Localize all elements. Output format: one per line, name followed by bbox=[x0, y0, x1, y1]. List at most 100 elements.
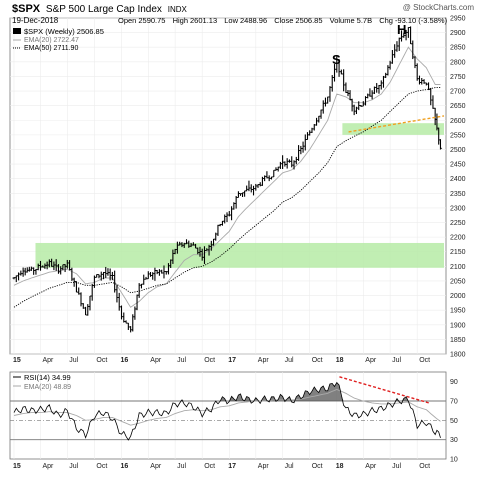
price-bar bbox=[155, 269, 159, 275]
price-bar bbox=[328, 86, 332, 102]
price-bar bbox=[429, 87, 433, 106]
x-tick-label: Apr bbox=[43, 463, 55, 470]
legend-rsi: RSI(14) 34.99 bbox=[24, 373, 71, 382]
price-bar bbox=[234, 196, 238, 209]
price-tick-label: 2150 bbox=[450, 249, 466, 256]
x-tick-label: Apr bbox=[150, 463, 162, 470]
price-tick-label: 2500 bbox=[450, 147, 466, 154]
x-tick-label: Oct bbox=[96, 357, 107, 364]
price-bar bbox=[294, 156, 298, 165]
price-bar bbox=[32, 267, 36, 275]
volume-label: Volume bbox=[330, 16, 355, 25]
low-value: 2488.96 bbox=[240, 16, 267, 25]
price-bar bbox=[113, 270, 117, 293]
price-bar bbox=[16, 272, 21, 281]
price-bar bbox=[108, 268, 112, 281]
price-bar bbox=[142, 274, 146, 285]
legend-ema20: EMA(20) 2722.47 bbox=[24, 37, 79, 44]
rsi-tick-label: 50 bbox=[450, 418, 458, 425]
price-tick-label: 2700 bbox=[450, 89, 466, 96]
price-tick-label: 1900 bbox=[450, 322, 466, 329]
price-bar bbox=[381, 75, 386, 88]
open-label: Open bbox=[118, 16, 136, 25]
price-bar bbox=[19, 270, 23, 276]
high-label: High bbox=[173, 16, 188, 25]
rsi-tick-label: 10 bbox=[450, 457, 458, 464]
price-tick-label: 2050 bbox=[450, 278, 466, 285]
price-tick-label: 2450 bbox=[450, 162, 466, 169]
price-bar bbox=[106, 268, 110, 276]
price-bar bbox=[395, 41, 399, 52]
ema-lines bbox=[13, 46, 441, 308]
price-bar bbox=[225, 212, 229, 223]
price-bar bbox=[314, 117, 319, 126]
x-tick-label: Oct bbox=[312, 357, 323, 364]
x-tick-label: Apr bbox=[150, 357, 162, 364]
watermark[interactable]: @ StockCharts.com bbox=[403, 3, 475, 12]
legend-rsi-ema: EMA(20) 48.89 bbox=[24, 384, 71, 391]
price-bar bbox=[386, 65, 390, 76]
price-bar bbox=[323, 97, 328, 107]
price-bar bbox=[379, 80, 383, 90]
close-label: Close bbox=[274, 16, 293, 25]
x-tick-label: 17 bbox=[228, 357, 236, 364]
price-bar bbox=[397, 37, 401, 52]
exchange: INDX bbox=[168, 5, 188, 14]
price-bar bbox=[86, 304, 90, 316]
price-bar bbox=[251, 185, 256, 196]
x-tick-label: Oct bbox=[204, 357, 215, 364]
x-tick-label: 17 bbox=[228, 463, 236, 470]
price-bar bbox=[274, 167, 278, 171]
price-tick-label: 2550 bbox=[450, 132, 466, 139]
rsi-tick-label: 70 bbox=[450, 399, 458, 406]
shoulder-label: S bbox=[332, 52, 341, 67]
rsi-tick-label: 30 bbox=[450, 437, 458, 444]
x-tick-label: Jul bbox=[392, 357, 401, 364]
ema20-line bbox=[13, 46, 441, 308]
price-bar bbox=[247, 180, 251, 192]
price-panel-frame bbox=[9, 17, 447, 355]
rsi-legend: RSI(14) 34.99 EMA(20) 48.89 bbox=[13, 373, 71, 391]
price-bar bbox=[319, 109, 323, 119]
ticker: $SPX bbox=[12, 3, 41, 15]
x-tick-label: Apr bbox=[258, 463, 270, 470]
price-bar bbox=[74, 281, 79, 293]
price-bar bbox=[368, 88, 372, 97]
rsi-lines bbox=[10, 376, 446, 441]
price-bar bbox=[153, 267, 157, 281]
neckline bbox=[348, 115, 445, 133]
x-tick-label: Oct bbox=[419, 357, 430, 364]
legend-ema50: EMA(50) 2711.90 bbox=[24, 45, 78, 52]
price-tick-label: 1850 bbox=[450, 337, 466, 344]
price-bar bbox=[146, 271, 150, 280]
price-bar bbox=[433, 107, 437, 126]
volume-value: 5.7B bbox=[357, 16, 372, 25]
quote-date: 19-Dec-2018 bbox=[12, 16, 59, 25]
price-tick-label: 2000 bbox=[450, 293, 466, 300]
price-bar bbox=[303, 134, 307, 151]
price-bar bbox=[352, 104, 356, 116]
price-bar bbox=[126, 322, 130, 330]
x-tick-label: Oct bbox=[312, 463, 323, 470]
price-bar bbox=[317, 115, 321, 123]
x-tick-label: Apr bbox=[258, 357, 270, 364]
x-tick-label: 15 bbox=[13, 357, 21, 364]
x-tick-label: Jul bbox=[177, 357, 186, 364]
trend-lines bbox=[348, 115, 445, 133]
y-axis-labels: 1800 1850 1900 1950 2000 2050 2100 2150 2200 2250… bbox=[450, 16, 466, 464]
price-bar bbox=[23, 267, 27, 276]
price-bar bbox=[301, 141, 305, 153]
price-tick-label: 2650 bbox=[450, 103, 466, 110]
price-bar bbox=[296, 145, 301, 161]
price-bar bbox=[417, 75, 422, 85]
price-bar bbox=[90, 283, 94, 301]
price-bar bbox=[370, 90, 374, 100]
chg-value: -93.10 (-3.58%) bbox=[395, 16, 448, 25]
price-bar bbox=[129, 326, 133, 333]
high-value: 2601.13 bbox=[190, 16, 217, 25]
x-tick-label: 16 bbox=[121, 463, 129, 470]
price-bar bbox=[272, 169, 276, 178]
price-tick-label: 1800 bbox=[450, 352, 466, 359]
chg-label: Chg bbox=[379, 16, 393, 25]
chart-title: $SPX S&P 500 Large Cap Index INDX bbox=[12, 3, 187, 15]
